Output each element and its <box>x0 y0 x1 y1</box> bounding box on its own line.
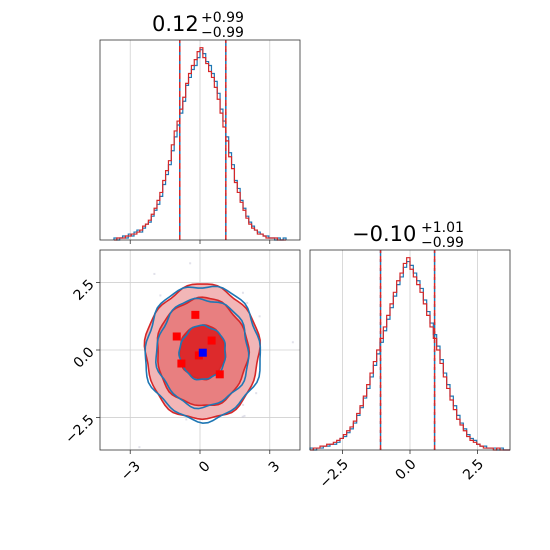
joint-y-tick-label: 0.0 <box>71 344 98 371</box>
joint-marker-red <box>207 336 216 345</box>
hist-x-title-upper: +0.99 <box>201 10 244 26</box>
joint-sample-point <box>255 392 258 395</box>
joint-marker-red <box>191 310 200 319</box>
hist-x-panel: 0.12 +0.99 −0.99 <box>99 7 301 244</box>
joint-sample-point <box>243 414 246 417</box>
joint-sample-point <box>153 272 156 275</box>
joint-x-tick-label: 0 <box>196 458 214 476</box>
hy-tick-label: −2.5 <box>317 456 352 491</box>
joint-sample-point <box>241 291 244 294</box>
joint-sample-point <box>242 403 245 406</box>
joint-marker-red <box>172 332 181 341</box>
hy-tick-label: 2.5 <box>460 456 487 483</box>
joint-sample-point <box>185 418 188 421</box>
hy-tick-label: 0.0 <box>393 456 420 483</box>
joint-blue-contour-line <box>154 297 250 410</box>
hy-histogram-series-1 <box>310 257 510 451</box>
joint-marker-red <box>215 370 224 379</box>
joint-y-tick-label: −2.5 <box>62 412 97 447</box>
joint-sample-point <box>189 262 192 265</box>
hist-x-title: 0.12 +0.99 −0.99 <box>152 7 249 41</box>
hist-x-title-lower: −0.99 <box>201 25 244 41</box>
hist-y-title-value: −0.10 <box>352 222 416 246</box>
joint-marker-blue <box>198 348 207 357</box>
joint-sample-point <box>246 301 249 304</box>
joint-y-tick-label: 2.5 <box>71 277 98 304</box>
joint-sample-point <box>159 294 162 297</box>
joint-panel: −3 0 3 −2.5 0.0 2.5 <box>62 249 301 484</box>
hist-y-title-upper: +1.01 <box>421 220 464 236</box>
joint-blue-contour-line <box>144 285 262 425</box>
joint-sample-point <box>258 315 261 318</box>
joint-sample-point <box>241 415 244 418</box>
hx-histogram-series-1 <box>113 47 287 241</box>
joint-sample-point <box>291 341 294 344</box>
joint-blue-contour-line <box>178 324 227 381</box>
joint-marker-red <box>177 359 186 368</box>
hist-y-panel: −2.5 0.0 2.5 −0.10 +1.01 −0.99 <box>309 217 511 492</box>
hist-y-title: −0.10 +1.01 −0.99 <box>352 217 469 251</box>
joint-x-tick-label: −3 <box>118 458 144 484</box>
joint-sample-point <box>138 446 141 449</box>
joint-x-tick-label: 3 <box>266 458 284 476</box>
hist-y-title-lower: −0.99 <box>421 235 464 251</box>
hist-x-title-value: 0.12 <box>152 12 199 36</box>
